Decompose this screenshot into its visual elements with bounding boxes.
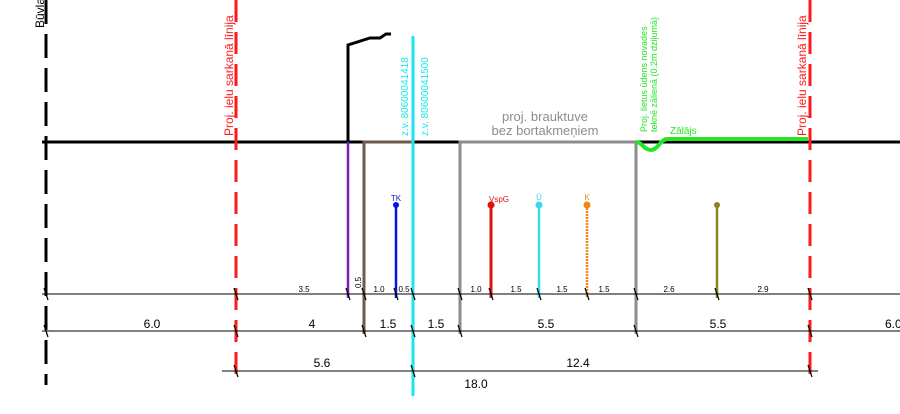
olive-marker [714,202,720,208]
dim-r3-b: 12.4 [566,356,590,370]
roadway-profile [458,140,638,334]
roadway-label-line1: proj. brauktuve [502,109,588,124]
dim-r1-j: 2.9 [757,285,769,294]
dim-r3-a: 5.6 [314,356,331,370]
red-line-left-label: Proj. ielu sarkanā līnija [222,15,236,136]
dim-r1-g: 1.5 [556,285,568,294]
dim-row2-ticks [43,324,813,338]
tk-label: TK [391,194,402,203]
dim-r2-d: 1.5 [428,317,445,331]
dim-row3-ticks [233,364,813,378]
cable-label-2: z.v. 80600041500 [420,57,431,136]
k-label: K [584,193,590,202]
dim-r2-g: 6.0 [885,317,900,331]
dim-r1-h: 1.5 [598,285,610,294]
vspg-label: VspG [489,195,509,204]
u-label: Ū [536,193,542,202]
dim-row1-ticks [43,287,813,301]
dim-r1-a: 3.5 [298,285,310,294]
k-marker [583,201,591,209]
rain-label-line2: teknē zālienā (0.2m dziļumā) [649,17,659,132]
dim-r1-f: 1.5 [510,285,522,294]
dim-r2-a: 6.0 [144,317,161,331]
dim-r1-e: 1.0 [470,285,482,294]
dim-r2-f: 5.5 [710,317,727,331]
roadway-label-line2: bez bortakmeņiem [492,123,599,138]
building-line-label: Būvlaide [33,0,47,28]
dim-r2-b: 4 [309,317,316,331]
dim-total: 18.0 [464,377,488,391]
rain-label-line1: Proj. lietus ūdens novades [639,26,649,132]
dim-r1-b: 0.5 [354,276,363,288]
dim-r1-i: 2.6 [663,285,675,294]
green-zone-line [635,137,808,153]
cable-label-1: z.v. 80600041418 [400,57,411,136]
lighting-pole [346,32,391,142]
dim-r2-e: 5.5 [538,317,555,331]
vspg-marker [487,201,495,209]
dim-r2-c: 1.5 [380,317,397,331]
u-marker [535,201,543,209]
sidewalk-profile [362,140,412,334]
tk-marker [393,202,399,208]
green-zone-label: Zālājs [670,126,697,137]
dim-r1-c: 1.0 [373,285,385,294]
red-line-right-label: Proj. ielu sarkanā līnija [795,15,809,136]
dim-r1-d: 0.5 [398,285,410,294]
